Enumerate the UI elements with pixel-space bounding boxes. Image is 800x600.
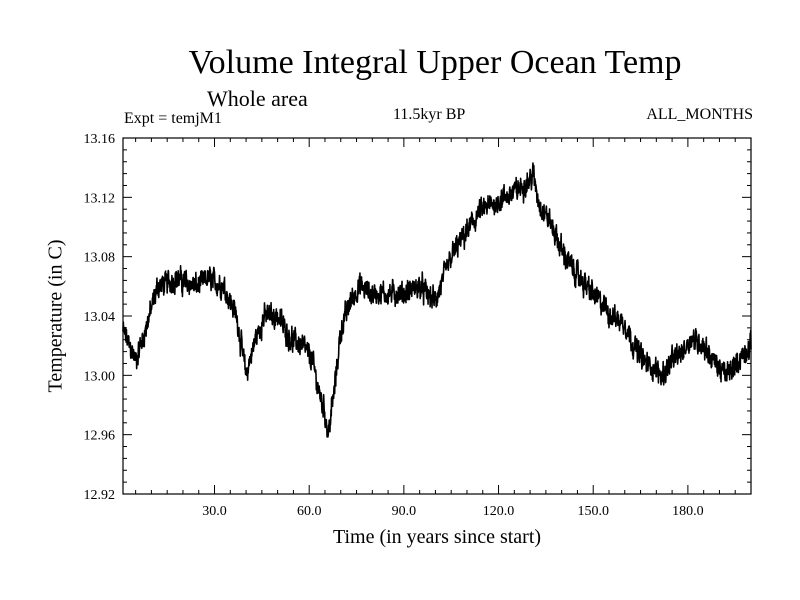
y-tick-label: 13.08 [84,251,116,266]
x-axis-label: Time (in years since start) [332,526,542,548]
x-tick-label: 30.0 [202,504,227,519]
y-tick-label: 13.00 [84,369,116,384]
experiment-label: Expt = temjM1 [124,110,222,127]
x-tick-label: 180.0 [672,504,704,519]
series-group [122,162,752,438]
plot-frame [122,137,752,495]
x-tick-label: 60.0 [297,504,322,519]
y-tick-label: 13.12 [84,191,116,206]
y-tick-label: 13.16 [84,132,116,147]
chart-title: Volume Integral Upper Ocean Temp [188,44,682,81]
period-label: 11.5kyr BP [393,106,466,123]
x-tick-label: 150.0 [577,504,609,519]
x-tick-label: 120.0 [483,504,515,519]
y-tick-label: 12.96 [84,429,116,444]
y-tick-label: 13.04 [84,310,116,325]
axis-ticks: 12.92 12.96 13.00 13.04 13.08 13.12 13.16 30.0 6… [84,132,751,519]
months-label: ALL_MONTHS [646,106,753,123]
x-tick-label: 90.0 [392,504,417,519]
temperature-series-line [122,162,752,438]
chart-subtitle: Whole area [207,86,308,111]
y-tick-label: 12.92 [84,488,116,503]
